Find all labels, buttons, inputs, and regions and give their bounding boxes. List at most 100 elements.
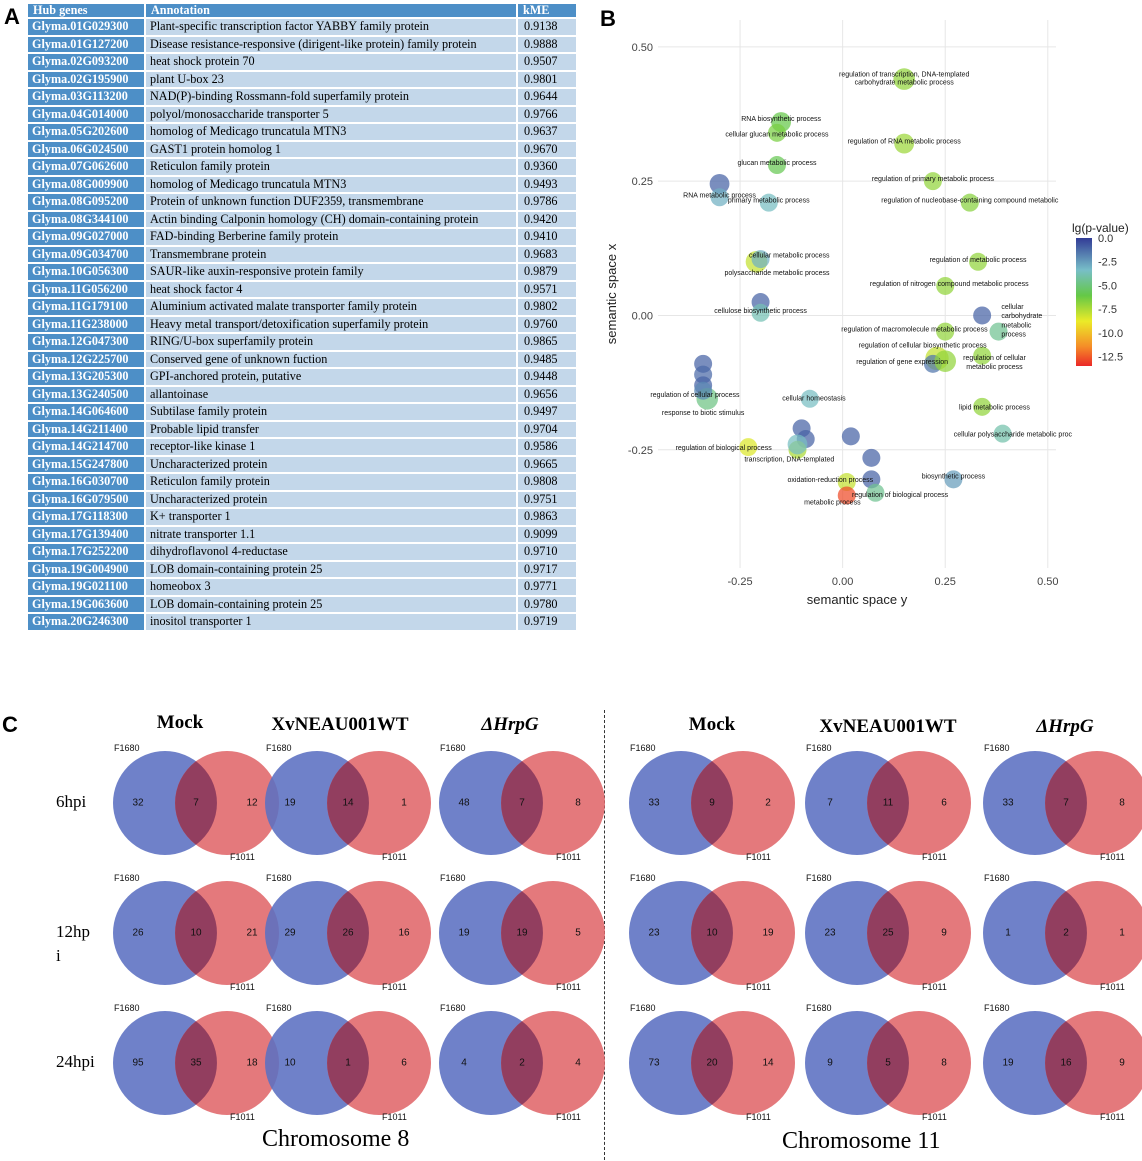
venn-shapes bbox=[265, 751, 431, 855]
venn-shapes bbox=[629, 1011, 795, 1115]
panel-label-c: C bbox=[2, 712, 18, 737]
venn-overlap bbox=[327, 891, 369, 975]
column-title-mock-chr11: Mock bbox=[688, 714, 736, 735]
table-row: Glyma.09G027000 FAD-binding Berberine fam… bbox=[28, 229, 578, 245]
point-label: glucan metabolic process bbox=[737, 160, 816, 167]
annotation-cell: Reticulon family protein bbox=[146, 474, 518, 490]
data-point bbox=[837, 486, 856, 505]
table-row: Glyma.02G093200 heat shock protein 70 0.95… bbox=[28, 54, 578, 70]
venn-count-shared: 7 bbox=[519, 797, 525, 809]
table-row: Glyma.12G225700 Conserved gene of unknown… bbox=[28, 351, 578, 367]
table-row: Glyma.19G021100 homeobox 3 0.9771 bbox=[28, 579, 578, 595]
annotation-cell: Reticulon family protein bbox=[146, 159, 518, 175]
venn-count-shared: 11 bbox=[882, 797, 894, 809]
kme-cell: 0.9751 bbox=[518, 491, 578, 507]
annotation-cell: FAD-binding Berberine family protein bbox=[146, 229, 518, 245]
gene-id-cell: Glyma.08G095200 bbox=[28, 194, 146, 210]
venn-diagram: F1680 F1011 48 7 8 bbox=[436, 743, 616, 865]
gene-id-cell: Glyma.08G009900 bbox=[28, 176, 146, 192]
table-row: Glyma.14G214700 receptor-like kinase 1 0.9… bbox=[28, 439, 578, 455]
annotation-cell: dihydroflavonol 4-reductase bbox=[146, 544, 518, 560]
venn-count-a-only: 19 bbox=[284, 797, 296, 809]
venn-shapes bbox=[983, 751, 1142, 855]
venn-count-a-only: 33 bbox=[648, 797, 660, 809]
table-row: Glyma.08G009900 homolog of Medicago trunc… bbox=[28, 176, 578, 192]
point-label: regulation of nitrogen compound metaboli… bbox=[870, 281, 1029, 288]
venn-count-b-only: 14 bbox=[762, 1057, 774, 1069]
table-row: Glyma.10G056300 SAUR-like auxin-responsiv… bbox=[28, 264, 578, 280]
point-label: metabolic process bbox=[804, 500, 861, 507]
legend-tick: -5.0 bbox=[1098, 280, 1117, 292]
gene-id-cell: Glyma.02G093200 bbox=[28, 54, 146, 70]
table-row: Glyma.16G030700 Reticulon family protein 0… bbox=[28, 474, 578, 490]
data-point bbox=[739, 438, 758, 457]
venn-shapes bbox=[113, 751, 279, 855]
venn-shapes bbox=[113, 1011, 279, 1115]
gene-id-cell: Glyma.05G202600 bbox=[28, 124, 146, 140]
chromosome-11-label: Chromosome 11 bbox=[782, 1128, 941, 1154]
venn-set-b-label: F1011 bbox=[746, 1112, 771, 1122]
venn-set-a-label: F1680 bbox=[984, 743, 1010, 753]
venn-overlap bbox=[1045, 761, 1087, 845]
legend-tick: -12.5 bbox=[1098, 352, 1123, 364]
table-row: Glyma.11G238000 Heavy metal transport/det… bbox=[28, 316, 578, 332]
annotation-cell: LOB domain-containing protein 25 bbox=[146, 596, 518, 612]
row-label-12hpi-b: i bbox=[56, 946, 61, 965]
table-row: Glyma.17G139400 nitrate transporter 1.1 0.… bbox=[28, 526, 578, 542]
gene-id-cell: Glyma.11G238000 bbox=[28, 316, 146, 332]
point-label: lipid metabolic process bbox=[959, 405, 1030, 412]
venn-overlap bbox=[501, 891, 543, 975]
gene-id-cell: Glyma.15G247800 bbox=[28, 456, 146, 472]
venn-overlap bbox=[501, 1021, 543, 1105]
kme-cell: 0.9670 bbox=[518, 141, 578, 157]
gene-id-cell: Glyma.08G344100 bbox=[28, 211, 146, 227]
data-point bbox=[709, 173, 730, 194]
annotation-cell: NAD(P)-binding Rossmann-fold superfamily… bbox=[146, 89, 518, 105]
venn-set-a-label: F1680 bbox=[266, 743, 292, 753]
venn-set-a-label: F1680 bbox=[806, 743, 832, 753]
venn-count-b-only: 21 bbox=[246, 927, 258, 939]
kme-cell: 0.9771 bbox=[518, 579, 578, 595]
point-label: polysaccharide metabolic process bbox=[724, 270, 830, 277]
table-row: Glyma.13G240500 allantoinase 0.9656 bbox=[28, 386, 578, 402]
point-label: cellular polysaccharide metabolic proc bbox=[954, 431, 1073, 438]
venn-count-shared: 1 bbox=[345, 1057, 351, 1069]
gene-id-cell: Glyma.17G252200 bbox=[28, 544, 146, 560]
venn-count-shared: 26 bbox=[342, 927, 354, 939]
kme-cell: 0.9410 bbox=[518, 229, 578, 245]
venn-count-a-only: 95 bbox=[132, 1057, 144, 1069]
kme-cell: 0.9665 bbox=[518, 456, 578, 472]
row-label-12hpi-a: 12hp bbox=[56, 922, 90, 941]
venn-count-shared: 19 bbox=[516, 927, 528, 939]
gene-id-cell: Glyma.12G047300 bbox=[28, 334, 146, 350]
venn-count-a-only: 23 bbox=[648, 927, 660, 939]
data-point bbox=[694, 381, 713, 400]
data-point bbox=[767, 156, 786, 175]
venn-shapes bbox=[265, 1011, 431, 1115]
annotation-cell: receptor-like kinase 1 bbox=[146, 439, 518, 455]
table-row: Glyma.01G127200 Disease resistance-respon… bbox=[28, 36, 578, 52]
gene-id-cell: Glyma.13G205300 bbox=[28, 369, 146, 385]
annotation-cell: Protein of unknown function DUF2359, tra… bbox=[146, 194, 518, 210]
venn-diagram: F1680 F1011 10 1 6 bbox=[262, 1003, 442, 1125]
y-tick-label: 0.50 bbox=[632, 42, 653, 54]
annotation-cell: Subtilase family protein bbox=[146, 404, 518, 420]
hub-genes-table: Hub genes Annotation kME Glyma.01G029300… bbox=[28, 2, 578, 632]
kme-cell: 0.9683 bbox=[518, 246, 578, 262]
table-row: Glyma.17G252200 dihydroflavonol 4-reducta… bbox=[28, 544, 578, 560]
annotation-cell: Uncharacterized protein bbox=[146, 456, 518, 472]
venn-shapes bbox=[439, 751, 605, 855]
kme-cell: 0.9497 bbox=[518, 404, 578, 420]
point-label: regulation of biological process bbox=[676, 445, 773, 452]
data-point bbox=[800, 389, 819, 408]
venn-overlap bbox=[1045, 1021, 1087, 1105]
x-tick-label: 0.25 bbox=[935, 576, 956, 588]
venn-set-b-label: F1011 bbox=[556, 1112, 581, 1122]
gene-id-cell: Glyma.03G113200 bbox=[28, 89, 146, 105]
table-row: Glyma.09G034700 Transmembrane protein 0.96… bbox=[28, 246, 578, 262]
point-label: regulation of cellular biosynthetic proc… bbox=[859, 343, 988, 350]
column-title-mock-chr8: Mock bbox=[156, 712, 204, 733]
table-row: Glyma.02G195900 plant U-box 23 0.9801 bbox=[28, 71, 578, 87]
annotation-cell: GAST1 protein homolog 1 bbox=[146, 141, 518, 157]
column-title-hrpg-chr11: ΔHrpG bbox=[1036, 716, 1094, 737]
